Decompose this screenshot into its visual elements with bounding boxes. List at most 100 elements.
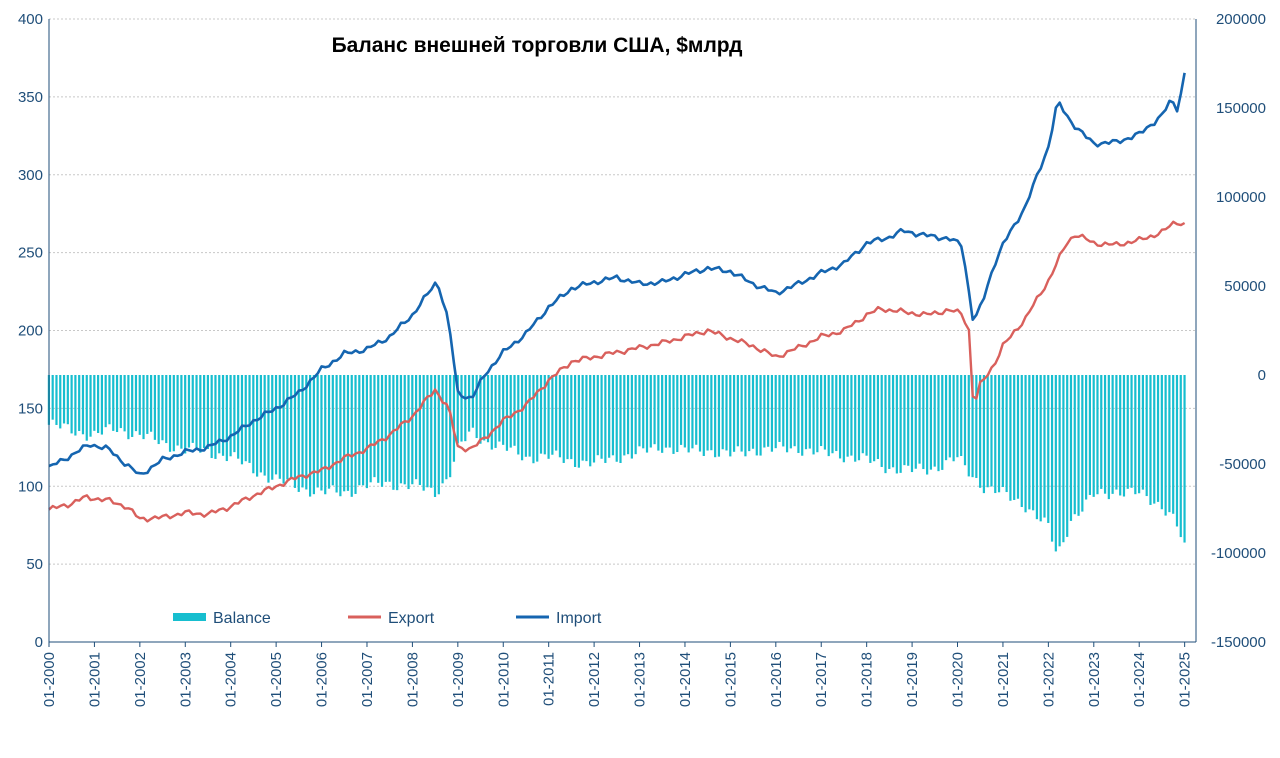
x-tick-label: 01-2015 (722, 652, 739, 707)
balance-bar (456, 375, 459, 444)
x-tick-label: 01-2020 (950, 652, 967, 707)
balance-bar (153, 375, 156, 440)
balance-bar (471, 375, 474, 428)
balance-bar (218, 375, 221, 454)
x-tick-label: 01-2017 (813, 652, 830, 707)
balance-bar (59, 375, 62, 429)
balance-bar (907, 375, 910, 466)
left-axis-ticks: 0 50 100 150 200 250 300 350 400 (18, 11, 43, 651)
balance-bar (308, 375, 312, 497)
balance-bar (710, 375, 713, 451)
balance-bar (1085, 375, 1088, 500)
balance-bar (944, 375, 948, 461)
balance-bar (445, 375, 448, 480)
x-tick-label: 01-2021 (995, 652, 1012, 707)
balance-bar (437, 375, 440, 495)
balance-bar (600, 375, 603, 459)
balance-bar (369, 375, 372, 483)
balance-bar (854, 375, 857, 462)
export-line (48, 220, 1186, 523)
balance-bar (626, 375, 630, 455)
balance-bar (172, 375, 175, 452)
balance-bar (695, 375, 698, 445)
balance-bar (888, 375, 891, 469)
x-tick-label: 01-2010 (495, 652, 512, 707)
balance-bar (1134, 375, 1137, 495)
balance-bar (221, 375, 225, 456)
balance-bar (1016, 375, 1020, 499)
balance-bar (524, 375, 527, 457)
balance-bar (865, 375, 868, 456)
balance-bar (498, 375, 501, 442)
balance-bar (1175, 375, 1179, 527)
balance-bar (619, 375, 622, 463)
x-tick-label: 01-2018 (859, 652, 876, 707)
left-tick-label: 350 (18, 89, 43, 106)
balance-bar (354, 375, 357, 494)
balance-bar (350, 375, 353, 497)
balance-bar (418, 375, 421, 485)
balance-bar (115, 375, 119, 433)
balance-bar (1054, 375, 1057, 552)
balance-bar (399, 375, 403, 484)
balance-bar (1164, 375, 1167, 516)
balance-bar (846, 375, 849, 457)
balance-bar (161, 375, 164, 441)
balance-bar (312, 375, 315, 495)
balance-bar (1130, 375, 1133, 488)
balance-bar (252, 375, 255, 474)
balance-bar (1122, 375, 1126, 497)
balance-bar (1156, 375, 1160, 502)
balance-bar (131, 375, 134, 437)
balance-bar (1168, 375, 1171, 513)
balance-bar (547, 375, 550, 459)
balance-bar (1141, 375, 1145, 490)
right-tick-label: 100000 (1216, 189, 1266, 206)
balance-bar (290, 375, 293, 479)
balance-bar (1119, 375, 1122, 496)
balance-bar (1179, 375, 1182, 538)
balance-bar (89, 375, 92, 437)
balance-bar (331, 375, 334, 486)
balance-bar (210, 375, 213, 459)
balance-bar (187, 375, 191, 448)
balance-bar (812, 375, 815, 455)
chart-title: Баланс внешней торговли США, $млрд (332, 34, 743, 57)
balance-bar (683, 375, 686, 448)
balance-bar (566, 375, 569, 460)
balance-bar (1066, 375, 1069, 537)
balance-bar (494, 375, 497, 448)
balance-bar (134, 375, 138, 432)
balance-bar (876, 375, 880, 460)
balance-bar (672, 375, 675, 454)
balance-bar (180, 375, 183, 449)
balance-bar (679, 375, 683, 445)
balance-bar (1160, 375, 1163, 510)
balance-bar (100, 375, 103, 435)
balance-bar (831, 375, 834, 454)
balance-bar (327, 375, 331, 489)
right-tick-label: 150000 (1216, 100, 1266, 117)
balance-bar (1145, 375, 1148, 497)
balance-bar (748, 375, 751, 452)
balance-bar (142, 375, 145, 440)
balance-bar (365, 375, 368, 489)
balance-bar (657, 375, 660, 451)
balance-bar (982, 375, 986, 494)
balance-bar (373, 375, 376, 478)
balance-bar (676, 375, 679, 453)
balance-bar (490, 375, 493, 450)
left-tick-label: 250 (18, 245, 43, 262)
right-tick-label: -150000 (1211, 634, 1266, 651)
balance-bar (297, 375, 300, 492)
x-tick-label: 01-2002 (132, 652, 149, 707)
balance-bar (1073, 375, 1076, 515)
x-axis-ticks: 01-2000 01-2001 01-2002 01-2003 01-2004 01-20… (41, 642, 1194, 707)
balance-bar (475, 375, 478, 439)
balance-bar (452, 375, 456, 462)
gridlines (49, 18, 1196, 565)
balance-bar (608, 375, 611, 458)
balance-bar (449, 375, 452, 478)
balance-bar (271, 375, 274, 480)
balance-bar (562, 375, 565, 463)
